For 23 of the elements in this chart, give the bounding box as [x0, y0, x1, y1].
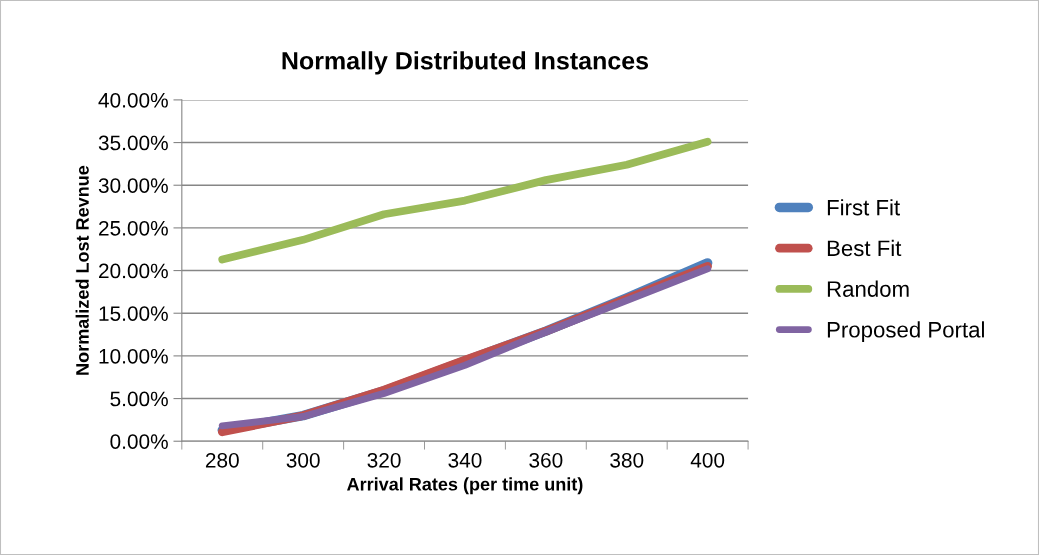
x-tick-label: 380	[610, 452, 644, 468]
y-tick-label: 30.00%	[98, 178, 168, 193]
y-tick-label: 35.00%	[98, 135, 168, 151]
x-tick-label: 400	[690, 452, 725, 468]
y-tick-label: 10.00%	[99, 348, 168, 364]
legend-label: Best Fit	[827, 239, 902, 257]
y-tick-label: 20.00%	[99, 263, 168, 279]
legend-label: Random	[827, 280, 909, 297]
y-tick-label: 25.00%	[99, 220, 168, 236]
x-tick-label: 280	[205, 452, 239, 468]
y-tick-label: 40.00%	[98, 92, 168, 108]
y-tick-label: 15.00%	[99, 306, 168, 321]
x-tick-label: 320	[367, 452, 401, 468]
y-tick-label: 5.00%	[110, 391, 168, 407]
x-tick-label: 300	[286, 452, 320, 468]
y-axis-title: Normalized Lost Revnue	[75, 165, 89, 375]
x-tick-label: 340	[448, 452, 482, 468]
y-tick-label: 0.00%	[110, 434, 168, 449]
legend-label: Proposed Portal	[827, 321, 984, 342]
x-axis-title: Arrival Rates (per time unit)	[347, 477, 583, 495]
chart-title: Normally Distributed Instances	[282, 51, 649, 75]
legend-label: First Fit	[827, 199, 900, 216]
x-tick-label: 360	[529, 452, 563, 468]
